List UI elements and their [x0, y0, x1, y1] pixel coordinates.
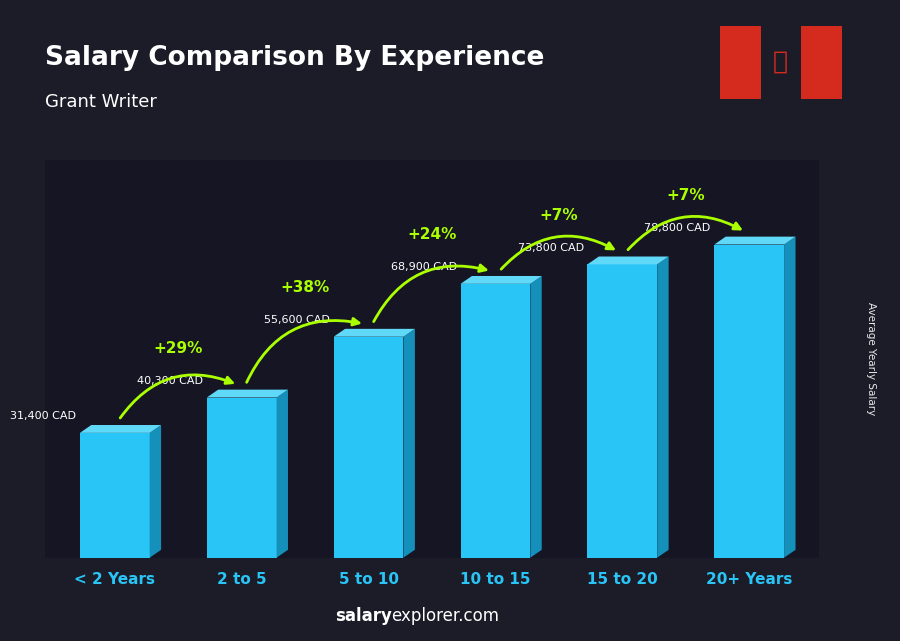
Text: +24%: +24%	[408, 227, 456, 242]
Text: +38%: +38%	[281, 280, 329, 295]
Text: 55,600 CAD: 55,600 CAD	[264, 315, 330, 325]
Text: 40,300 CAD: 40,300 CAD	[137, 376, 203, 386]
Text: 73,800 CAD: 73,800 CAD	[518, 242, 583, 253]
Polygon shape	[530, 276, 542, 558]
Polygon shape	[403, 329, 415, 558]
Polygon shape	[801, 26, 842, 99]
Polygon shape	[334, 329, 415, 337]
Polygon shape	[80, 433, 149, 558]
Text: 🍁: 🍁	[773, 50, 788, 74]
Text: +7%: +7%	[540, 208, 578, 222]
Text: 31,400 CAD: 31,400 CAD	[10, 411, 76, 421]
Polygon shape	[657, 256, 669, 558]
Polygon shape	[207, 390, 288, 397]
Polygon shape	[715, 237, 796, 244]
Polygon shape	[80, 425, 161, 433]
Polygon shape	[334, 337, 403, 558]
Polygon shape	[588, 264, 657, 558]
Text: +7%: +7%	[667, 188, 705, 203]
Text: 78,800 CAD: 78,800 CAD	[644, 222, 710, 233]
Polygon shape	[461, 276, 542, 284]
Polygon shape	[207, 397, 276, 558]
Polygon shape	[588, 256, 669, 264]
Polygon shape	[715, 244, 784, 558]
Text: +29%: +29%	[154, 341, 202, 356]
Polygon shape	[461, 284, 530, 558]
Polygon shape	[784, 237, 796, 558]
Text: explorer.com: explorer.com	[392, 607, 500, 625]
Text: Grant Writer: Grant Writer	[45, 93, 157, 111]
Text: Salary Comparison By Experience: Salary Comparison By Experience	[45, 45, 544, 71]
Text: Average Yearly Salary: Average Yearly Salary	[866, 303, 877, 415]
Text: salary: salary	[335, 607, 392, 625]
Polygon shape	[149, 425, 161, 558]
Text: 68,900 CAD: 68,900 CAD	[391, 262, 456, 272]
Polygon shape	[720, 26, 760, 99]
Polygon shape	[276, 390, 288, 558]
